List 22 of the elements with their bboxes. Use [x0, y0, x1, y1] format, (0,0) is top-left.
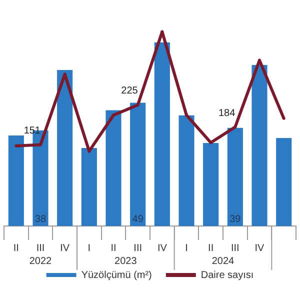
- x-tick-label: III: [134, 242, 142, 254]
- text: 2022: [29, 256, 52, 267]
- x-tick-label: II: [13, 242, 19, 254]
- text: 2023: [114, 256, 138, 267]
- x-tick-label: I: [185, 242, 188, 254]
- data-label: 151: [24, 126, 41, 137]
- x-tick-label: II: [110, 242, 116, 254]
- data-label: 39: [230, 214, 242, 225]
- legend-label: Daire sayısı: [200, 270, 254, 281]
- x-tick-label: I: [88, 242, 91, 254]
- x-tick-label: III: [230, 242, 240, 254]
- x-tick-label: IV: [157, 242, 168, 254]
- x-tick-label: II: [208, 242, 214, 254]
- legend-label: Yüzölçümü (m²): [81, 270, 152, 281]
- data-label: 38: [34, 214, 46, 225]
- x-tick-label: III: [36, 242, 45, 254]
- data-label: 184: [218, 108, 236, 119]
- text: 2024: [212, 256, 235, 267]
- x-tick-label: IV: [60, 242, 70, 254]
- data-label: 225: [121, 86, 138, 97]
- x-tick-label: IV: [254, 242, 265, 254]
- data-label: 49: [132, 214, 144, 225]
